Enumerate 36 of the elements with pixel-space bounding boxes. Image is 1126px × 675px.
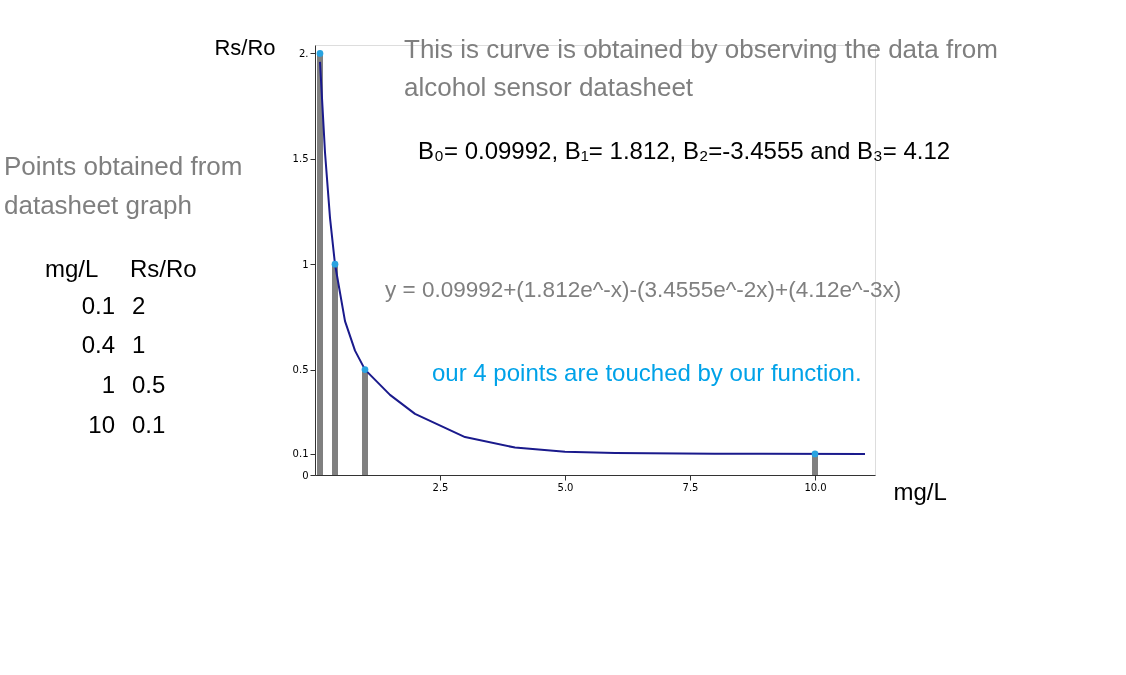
y-axis-title: Rs/Ro [214, 34, 276, 60]
x-tick-label: 2.5 [432, 481, 449, 493]
point [811, 450, 819, 458]
text: 0.4 [81, 331, 115, 358]
annotation: y = 0.09992+(1.812e^-x)-(3.4555e^-2x)+(4.12e^-3x) [385, 277, 902, 302]
y-tick-label: 1.5 [292, 153, 309, 165]
bar [332, 264, 338, 475]
point [331, 260, 339, 268]
text: datasheet graph [4, 190, 192, 220]
text: 1 [132, 331, 146, 358]
y-tick-label: 1 [302, 258, 309, 270]
bar [317, 53, 323, 475]
x-tick-label: 7.5 [682, 481, 699, 493]
text: 1 [101, 371, 115, 398]
text: 0.1 [132, 411, 166, 438]
annotation: our 4 points are touched by our function. [432, 359, 862, 386]
text: 10 [88, 411, 115, 438]
text: 2 [132, 292, 146, 319]
text: Rs/Ro [130, 255, 197, 282]
y-tick-label: 0.1 [292, 448, 309, 460]
x-tick-label: 10.0 [804, 481, 827, 493]
text: mg/L [45, 255, 99, 282]
x-axis-title: mg/L [893, 477, 947, 505]
x-tick-label: 5.0 [557, 481, 574, 493]
y-tick-label: 0.5 [292, 364, 309, 376]
bar [362, 369, 368, 475]
annotation: alcohol sensor datasheet [404, 72, 694, 102]
annotation: B₀= 0.09992, B₁= 1.812, B₂=-3.4555 and B₃= 4.12 [418, 137, 951, 164]
text: 0.1 [81, 292, 115, 319]
text: Points obtained from [4, 151, 243, 181]
text: 0.5 [132, 371, 166, 398]
point [316, 50, 324, 57]
annotation: This is curve is obtained by observing the data from [404, 34, 998, 64]
y-tick-label: 2. [298, 47, 309, 59]
point [361, 366, 369, 373]
y-tick-label: 0 [302, 469, 309, 481]
